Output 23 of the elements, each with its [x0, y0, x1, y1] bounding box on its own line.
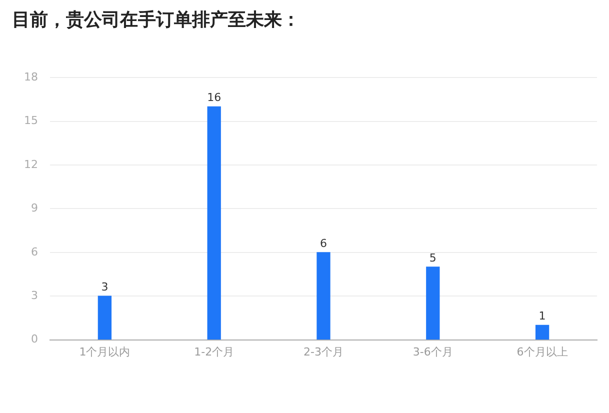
y-tick-label: 6: [30, 245, 38, 258]
x-tick-label: 2-3个月: [304, 345, 344, 358]
bar: [316, 252, 330, 340]
y-tick-label: 12: [24, 158, 38, 171]
bar: [426, 266, 440, 340]
x-tick-label: 3-6个月: [412, 345, 453, 358]
bar: [98, 296, 112, 340]
chart-title: 目前，贵公司在手订单排产至未来：: [12, 9, 300, 30]
bar: [207, 106, 221, 340]
data-label: 1: [538, 310, 546, 323]
data-label: 6: [320, 236, 327, 250]
data-label: 5: [429, 251, 436, 264]
data-label: 16: [207, 91, 222, 104]
y-tick-label: 15: [24, 114, 38, 128]
y-tick-label: 9: [30, 202, 38, 215]
x-tick-label: 6个月以上: [516, 345, 568, 358]
y-tick-label: 0: [30, 332, 38, 346]
x-tick-label: 1-2个月: [194, 345, 234, 358]
y-tick-label: 3: [30, 288, 38, 302]
bar: [535, 324, 550, 340]
x-tick-label: 1个月以内: [79, 345, 130, 358]
y-tick-label: 18: [24, 70, 38, 84]
data-label: 3: [101, 280, 108, 294]
